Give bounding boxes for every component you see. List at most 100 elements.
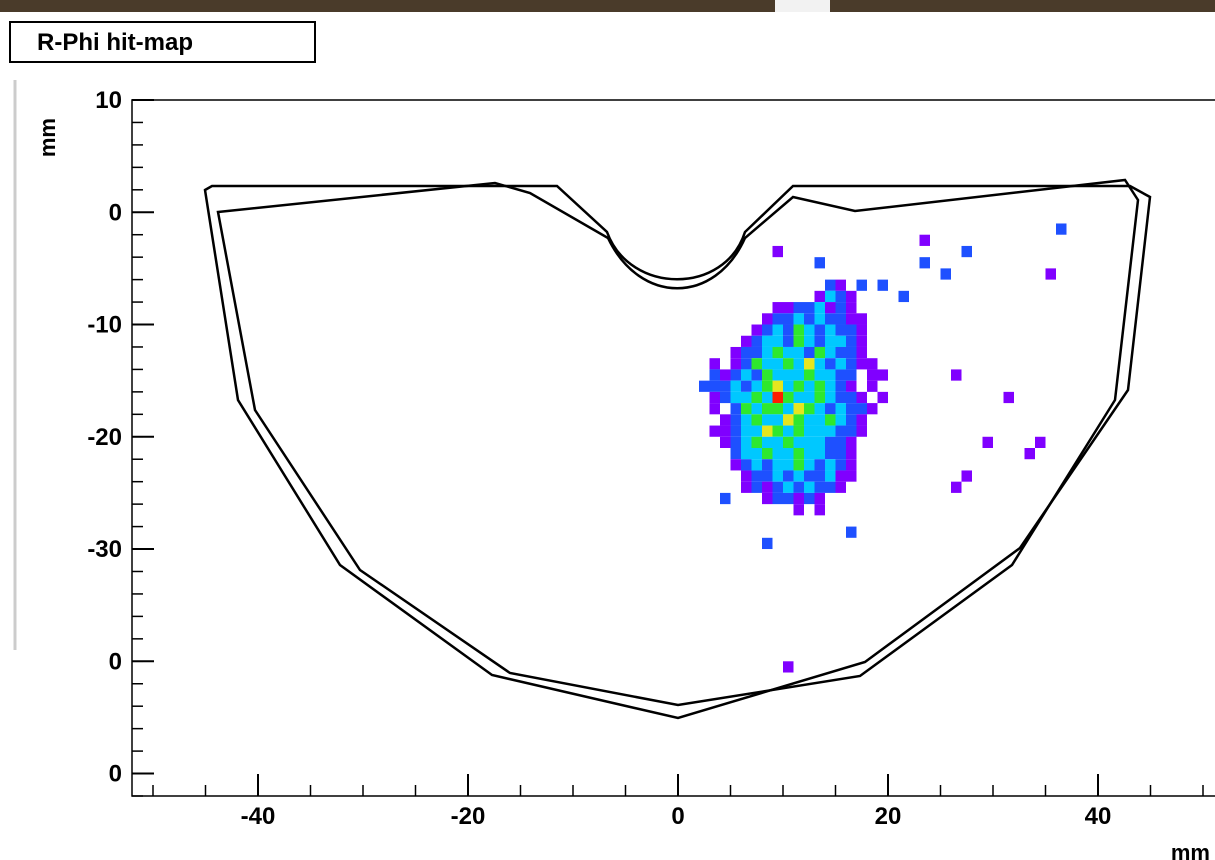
hit-cell (951, 369, 962, 381)
hit-cell (793, 358, 804, 370)
hit-cell (751, 425, 762, 437)
hit-cell (835, 290, 846, 303)
hit-cell (793, 380, 804, 392)
hit-cell (835, 346, 846, 359)
hit-cell (804, 346, 815, 359)
hit-cell (783, 661, 794, 673)
hit-cell (762, 335, 773, 347)
hit-cell (835, 380, 846, 392)
y-axis-title: mm (35, 118, 60, 157)
hit-cell (783, 346, 794, 359)
hit-cell (720, 425, 731, 437)
hit-cell (835, 481, 846, 493)
hit-cell (835, 403, 846, 415)
y-tick-label: 0 (109, 199, 122, 226)
y-tick-label: -20 (87, 424, 122, 451)
hit-cell (835, 414, 846, 426)
hit-cell (751, 346, 762, 359)
x-tick-label: 20 (875, 803, 902, 830)
hit-cell (804, 470, 815, 482)
hit-cell (814, 470, 825, 482)
hit-cell (762, 324, 773, 336)
hit-cell (720, 414, 731, 426)
hit-cell (814, 391, 825, 404)
hit-cell (741, 414, 752, 426)
hit-cell (804, 481, 815, 493)
hit-cell (751, 335, 762, 347)
hit-cell (814, 504, 825, 516)
hit-cell (814, 492, 825, 505)
hit-cell (846, 346, 857, 359)
hit-cell (961, 245, 972, 258)
hit-cell (856, 425, 867, 437)
hit-cell (951, 481, 962, 493)
hit-cell (856, 414, 867, 426)
hit-cell (772, 346, 783, 359)
hit-cell (804, 436, 815, 448)
hit-cell (804, 302, 815, 314)
hit-cell (751, 459, 762, 471)
hit-cell (835, 436, 846, 448)
hit-cell (856, 313, 867, 325)
hit-cell (741, 380, 752, 392)
hit-cell (772, 414, 783, 426)
hit-cell (751, 414, 762, 426)
hit-cell (877, 279, 888, 291)
hit-cell (804, 459, 815, 471)
hit-cell (856, 335, 867, 347)
hit-cell (762, 425, 773, 437)
y-tick-label: 0 (109, 648, 122, 675)
hit-cell (804, 358, 815, 370)
hit-cell (835, 391, 846, 404)
hit-cell (772, 436, 783, 448)
hit-cell (1024, 448, 1035, 460)
hit-cell (814, 436, 825, 448)
hit-cell (762, 346, 773, 359)
hit-cell (825, 459, 836, 471)
hit-cell (804, 369, 815, 381)
hit-cell (825, 403, 836, 415)
hit-cell (783, 302, 794, 314)
hit-cell (814, 302, 825, 314)
hit-cell (846, 290, 857, 303)
hit-cell (825, 470, 836, 482)
hit-cell (1056, 223, 1067, 235)
hit-cell (772, 425, 783, 437)
hit-cell (793, 481, 804, 493)
hit-cell (835, 279, 846, 291)
hit-cell (846, 436, 857, 448)
hit-cell (846, 358, 857, 370)
hit-cell (751, 324, 762, 336)
hit-cell (783, 481, 794, 493)
hit-cell (793, 470, 804, 482)
hit-cell (783, 414, 794, 426)
hit-cell (772, 335, 783, 347)
hit-cell (856, 403, 867, 415)
hit-cell (825, 358, 836, 370)
hit-cell (793, 448, 804, 460)
hit-cell (825, 324, 836, 336)
hit-cell (793, 324, 804, 336)
hit-cell (846, 313, 857, 325)
hit-cell (804, 324, 815, 336)
hit-cell (982, 436, 993, 448)
hit-cell (783, 324, 794, 336)
hit-cell (720, 369, 731, 381)
hit-cell (835, 324, 846, 336)
hit-cell (940, 268, 951, 280)
hit-cell (835, 369, 846, 381)
hit-cell (783, 369, 794, 381)
hit-cell (825, 369, 836, 381)
hit-cell (762, 391, 773, 404)
hit-cell (730, 403, 741, 415)
y-tick-label: 10 (95, 87, 122, 114)
hit-cell (804, 425, 815, 437)
hit-cell (793, 425, 804, 437)
hit-cell (814, 369, 825, 381)
hit-cell (867, 358, 878, 370)
hit-cell (814, 414, 825, 426)
hit-cell (825, 481, 836, 493)
hit-cell (877, 369, 888, 381)
hit-cell (741, 346, 752, 359)
